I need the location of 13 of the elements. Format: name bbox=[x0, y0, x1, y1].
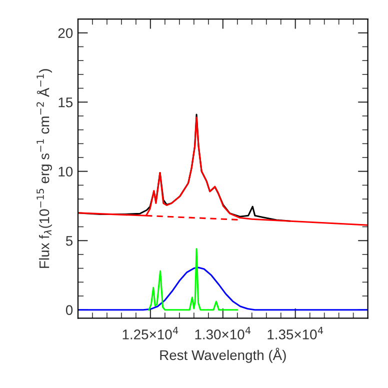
y-tick-label: 5 bbox=[66, 236, 73, 246]
line-series bbox=[78, 116, 368, 226]
x-axis-title: Rest Wavelength (Å) bbox=[160, 348, 286, 363]
y-tick-label: 15 bbox=[58, 98, 73, 108]
x-tick-label: 1.25×10$^{4}$ bbox=[122, 326, 178, 340]
y-tick-label: 0 bbox=[66, 305, 73, 316]
y-tick-label: 10 bbox=[58, 166, 73, 177]
text: Flux f$_{λ}$(10$^{−15}$ erg s$^{−1}$ cm$^{−2}$ Å$^{−1}$) bbox=[36, 69, 52, 268]
y-tick-label: 20 bbox=[58, 28, 73, 38]
x-tick-label: 1.35×10$^{4}$ bbox=[268, 326, 324, 340]
line-series bbox=[148, 248, 238, 311]
x-tick-label: 1.30×10$^{4}$ bbox=[195, 326, 251, 340]
line-series bbox=[78, 266, 368, 311]
